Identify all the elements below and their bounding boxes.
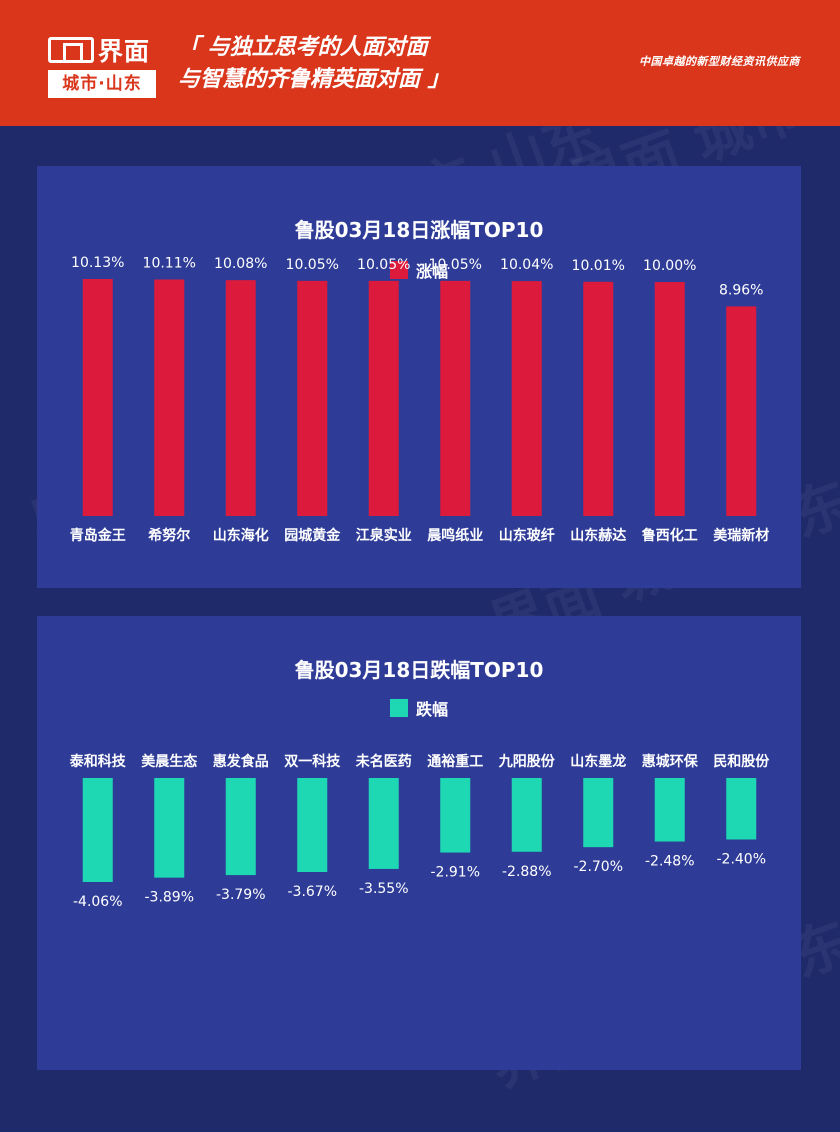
fall-value-label: -3.89% [144, 890, 194, 906]
logo-name: 界面 [98, 37, 151, 66]
rise-value-label: 10.04% [500, 257, 553, 273]
fall-category-label: 美晨生态 [141, 753, 197, 770]
brand-logo: 界面 城市·山东 [48, 34, 156, 100]
fall-bar [654, 778, 685, 842]
rise-bar [511, 281, 542, 516]
rise-category-label: 鲁西化工 [641, 527, 698, 544]
fall-category-label: 九阳股份 [498, 753, 556, 770]
rise-bar [154, 279, 185, 516]
rise-bar [368, 280, 399, 516]
rise-bar [583, 281, 614, 516]
logo-subtitle: 城市·山东 [48, 70, 156, 98]
slogan: 「 与独立思考的人面对面 与智慧的齐鲁精英面对面 」 [178, 32, 518, 96]
rise-category-label: 江泉实业 [356, 527, 412, 544]
fall-chart-panel: 鲁股03月18日跌幅TOP10 跌幅 -4.06% 泰和科技 -3.89% 美晨生态 -… [37, 616, 801, 1070]
fall-bar [726, 778, 757, 840]
rise-category-label: 山东赫达 [570, 527, 626, 544]
fall-bar [511, 778, 542, 852]
fall-value-label: -2.70% [573, 859, 623, 875]
fall-bar [225, 778, 256, 876]
header-banner: 界面 城市·山东 「 与独立思考的人面对面 与智慧的齐鲁精英面对面 」 中国卓越… [0, 0, 840, 126]
fall-category-label: 山东墨龙 [570, 753, 626, 770]
fall-value-label: -4.06% [73, 894, 123, 910]
fall-category-label: 惠城环保 [642, 753, 699, 770]
rise-value-label: 10.00% [643, 258, 696, 274]
fall-category-label: 双一科技 [284, 753, 341, 770]
rise-chart-panel: 鲁股03月18日涨幅TOP10 涨幅 10.13% 青岛金王 10.11% 希努尔 10… [37, 166, 801, 588]
fall-legend-label: 跌幅 [415, 700, 448, 719]
rise-category-label: 园城黄金 [284, 527, 341, 544]
fall-chart-title: 鲁股03月18日跌幅TOP10 [294, 658, 544, 682]
fall-bar-chart: -4.06% 泰和科技 -3.89% 美晨生态 -3.79% 惠发食品 -3.67% 双一科技… [69, 753, 770, 910]
fall-value-label: -2.48% [645, 854, 695, 870]
rise-category-label: 希努尔 [148, 527, 190, 544]
rise-category-label: 美瑞新材 [713, 527, 769, 544]
rise-legend-swatch [389, 261, 408, 279]
rise-value-label: 10.01% [572, 258, 625, 274]
fall-bar [82, 778, 113, 882]
rise-legend-label: 涨幅 [415, 262, 448, 281]
fall-value-label: -3.67% [287, 884, 337, 900]
fall-bar [368, 778, 399, 869]
rise-value-label: 10.05% [357, 257, 410, 273]
rise-bar [654, 282, 685, 516]
rise-bar [726, 306, 757, 516]
rise-value-label: 10.05% [286, 257, 339, 273]
tagline: 中国卓越的新型财经资讯供应商 [639, 55, 800, 68]
slogan-line-2: 与智慧的齐鲁精英面对面 」 [178, 67, 450, 92]
logo-mark-icon [48, 37, 94, 63]
rise-chart-title: 鲁股03月18日涨幅TOP10 [294, 218, 544, 242]
rise-bar [225, 280, 256, 516]
fall-category-label: 未名医药 [356, 753, 412, 770]
fall-value-label: -2.40% [716, 851, 766, 867]
rise-category-label: 晨鸣纸业 [427, 527, 483, 544]
fall-bar [583, 778, 614, 848]
rise-value-label: 10.08% [214, 256, 267, 272]
fall-value-label: -3.79% [216, 887, 266, 903]
rise-legend: 涨幅 [37, 258, 801, 282]
fall-value-label: -2.91% [430, 865, 480, 881]
rise-category-label: 青岛金王 [70, 527, 126, 544]
rise-value-label: 10.13% [71, 255, 124, 271]
rise-category-label: 山东玻纤 [499, 527, 555, 544]
rise-bar [82, 279, 113, 516]
fall-legend: 跌幅 [37, 696, 801, 720]
fall-category-label: 民和股份 [713, 753, 770, 770]
rise-value-label: 10.05% [429, 257, 482, 273]
fall-category-label: 通裕重工 [427, 753, 483, 770]
rise-bar [440, 280, 471, 516]
fall-value-label: -3.55% [359, 881, 409, 897]
slogan-line-1: 「 与独立思考的人面对面 [178, 35, 428, 60]
rise-bar [297, 280, 328, 516]
fall-bar [440, 778, 471, 853]
rise-value-label: 10.11% [143, 255, 196, 271]
rise-bar-chart: 10.13% 青岛金王 10.11% 希努尔 10.08% 山东海化 10.05% 园城黄金 1… [70, 255, 770, 544]
fall-category-label: 泰和科技 [69, 753, 127, 770]
rise-category-label: 山东海化 [213, 527, 269, 544]
rise-value-label: 8.96% [719, 282, 763, 298]
fall-bar [154, 778, 185, 878]
fall-value-label: -2.88% [502, 864, 552, 880]
fall-bar [297, 778, 328, 873]
fall-category-label: 惠发食品 [213, 753, 269, 770]
fall-legend-swatch [389, 699, 408, 717]
